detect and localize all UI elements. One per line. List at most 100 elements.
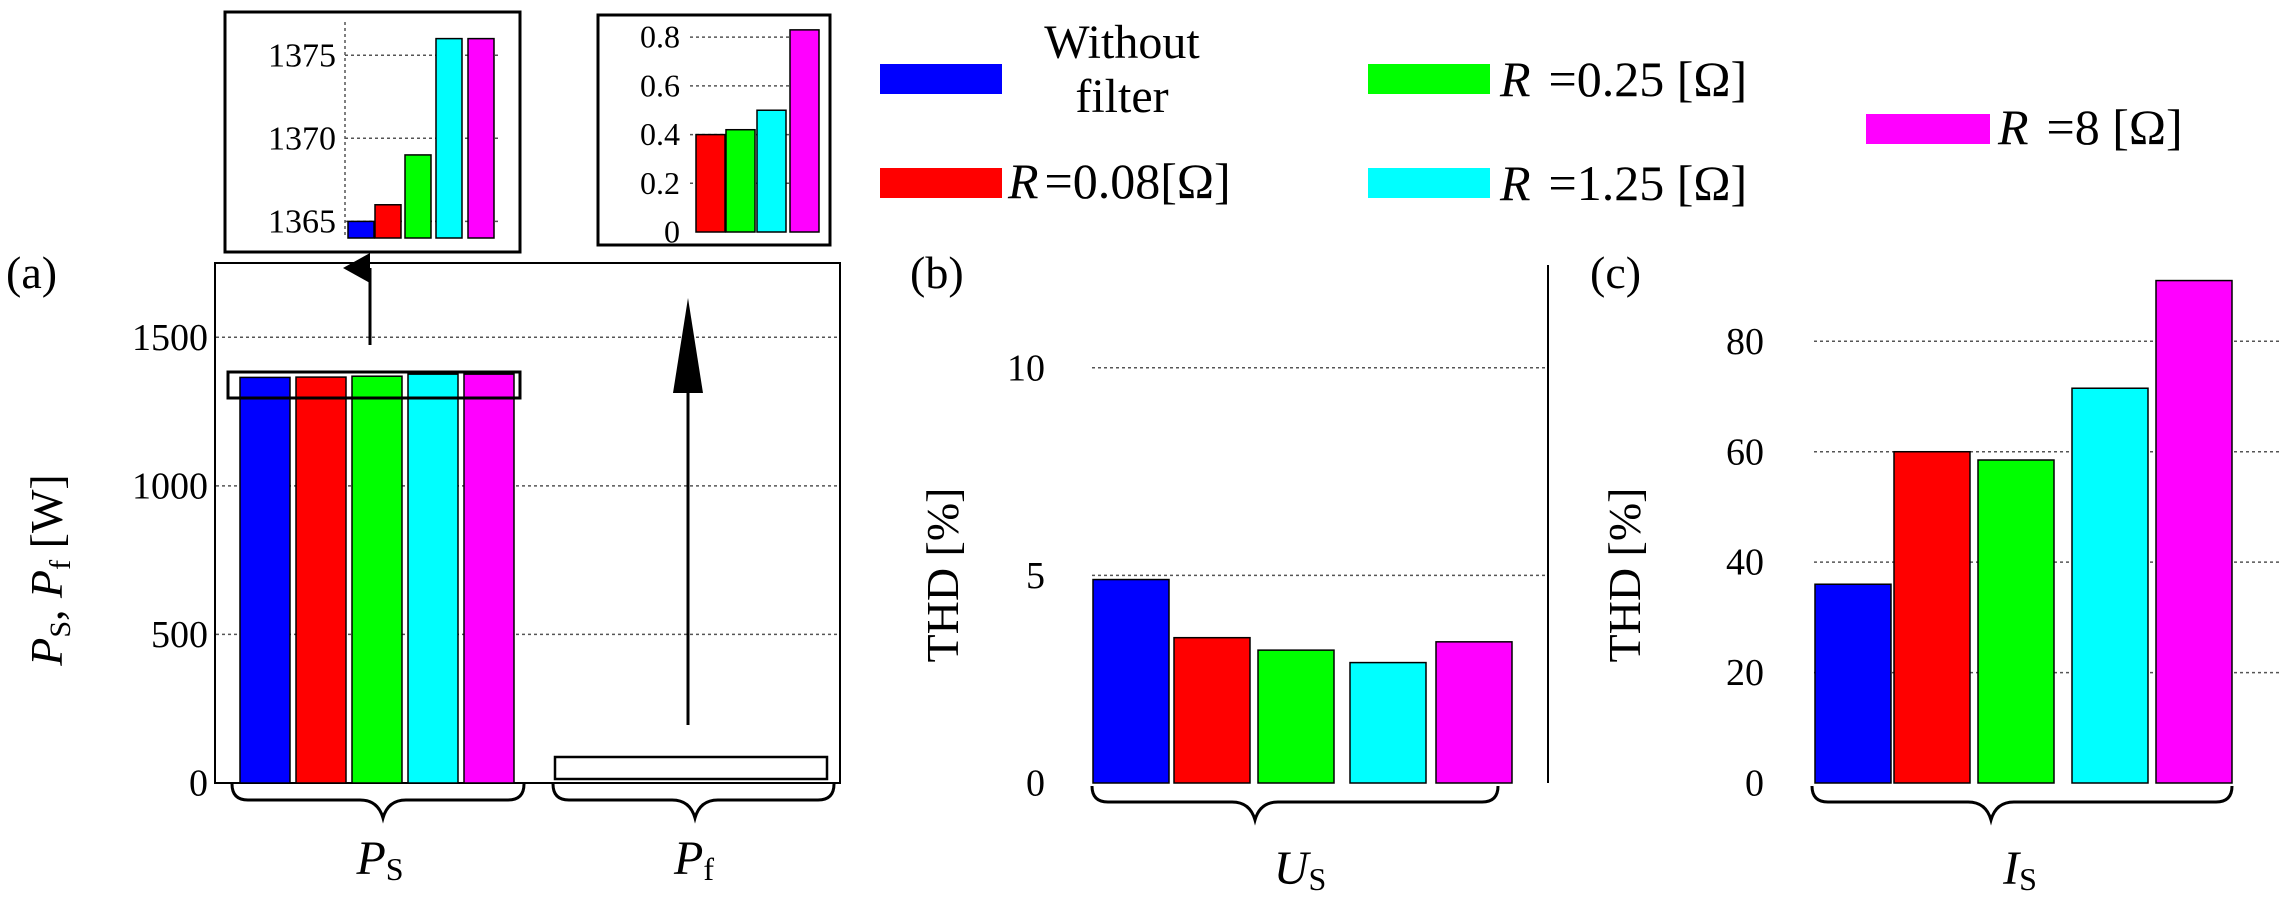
is-brace [1810, 785, 2234, 826]
ins2-bar [756, 109, 787, 233]
legend-swatch-green [1368, 64, 1490, 94]
pf-inset-y-ticks: 0 0.2 0.4 0.6 0.8 [640, 19, 680, 250]
c-ytick-label: 0 [1745, 763, 1764, 805]
b-bar [1092, 578, 1170, 784]
pf-inset-bars [695, 29, 820, 233]
svg-text:R=0.08[Ω]: R =0.08[Ω] [1007, 153, 1231, 209]
panel-b-y-ticks: 0 5 10 [1007, 347, 1045, 804]
panel-c: (c) 0 20 40 60 80 THD [%] IS [1590, 247, 2282, 897]
ins2-bar [695, 133, 726, 233]
c-ytick-label: 40 [1726, 542, 1764, 584]
legend-r025-symbol: R [1499, 51, 1531, 107]
panel-a-bars [239, 373, 515, 784]
legend-item-r8: R =8 [Ω] [1866, 99, 2183, 155]
panel-a-axes-frame [214, 262, 841, 784]
legend-r125-value: =1.25 [Ω] [1549, 155, 1748, 211]
panel-b-grid [1092, 367, 1546, 577]
pf-brace [551, 783, 836, 824]
ins1-bar [347, 220, 375, 239]
ins1-ytick-label: 1375 [268, 37, 336, 74]
ps-inset: 1365 1370 1375 [223, 10, 522, 254]
ins1-bar [404, 154, 432, 239]
a-bar [295, 376, 347, 784]
b-bar [1257, 649, 1335, 784]
panel-a-y-ticks: 0 500 1000 1500 [132, 317, 208, 805]
b-bar [1435, 641, 1513, 784]
legend-swatch-cyan [1368, 168, 1490, 198]
ps-brace [230, 783, 526, 824]
c-ytick-label: 60 [1726, 431, 1764, 473]
legend-item-without-filter: Without filter [880, 16, 1200, 123]
ins2-ytick-label: 0.8 [640, 19, 680, 55]
ps-group-label: PS [355, 832, 403, 887]
pf-group-label: Pf [673, 832, 714, 887]
a-bar [351, 375, 403, 784]
c-bar [1814, 583, 1892, 784]
legend-item-r008: R =0.08[Ω] [880, 153, 1231, 209]
svg-text:R=0.25 [Ω]: R =0.25 [Ω] [1499, 51, 1747, 107]
panel-a-label: (a) [6, 247, 57, 298]
a-bar [407, 373, 459, 784]
b-bar [1349, 661, 1427, 784]
legend-r8-value: =8 [Ω] [2047, 99, 2183, 155]
a-ytick-label: 1500 [132, 317, 208, 359]
legend-swatch-magenta [1866, 114, 1990, 144]
is-group-label: IS [2002, 842, 2037, 897]
b-bar [1173, 636, 1251, 784]
panel-b-ylabel: THD [%] [917, 488, 968, 663]
c-bar [2155, 279, 2233, 784]
svg-text:R=8 [Ω]: R =8 [Ω] [1997, 99, 2183, 155]
a-bar [463, 373, 515, 784]
legend-swatch-red [880, 168, 1002, 198]
b-ytick-label: 0 [1026, 763, 1045, 805]
b-ytick-label: 5 [1026, 555, 1045, 597]
legend-without-line2: filter [1075, 70, 1168, 123]
ins2-bar [789, 29, 820, 233]
panel-c-y-ticks: 0 20 40 60 80 [1726, 321, 1764, 805]
legend-r025-value: =0.25 [Ω] [1549, 51, 1748, 107]
a-ytick-label: 500 [151, 614, 208, 656]
ins1-bar [374, 204, 402, 239]
us-brace [1090, 785, 1500, 826]
ins2-ytick-label: 0.2 [640, 165, 680, 201]
legend: Without filter R =0.08[Ω] R =0.25 [Ω] R =1.… [880, 16, 2183, 211]
c-bar [1893, 450, 1971, 784]
c-ytick-label: 20 [1726, 652, 1764, 694]
a-bar [239, 376, 291, 784]
ps-zoom-box [226, 370, 522, 400]
ins1-ytick-label: 1370 [268, 121, 336, 158]
legend-r008-value: =0.08[Ω] [1045, 153, 1231, 209]
legend-r8-symbol: R [1997, 99, 2029, 155]
c-bar [2071, 387, 2149, 784]
panel-c-ylabel: THD [%] [1599, 488, 1650, 663]
a-ytick-label: 0 [189, 763, 208, 805]
legend-item-r025: R =0.25 [Ω] [1368, 51, 1747, 107]
legend-r125-symbol: R [1499, 155, 1531, 211]
pf-zoom-box [553, 755, 829, 781]
ins1-ytick-label: 1365 [268, 204, 336, 241]
ins1-bar [435, 37, 463, 239]
legend-swatch-blue [880, 64, 1002, 94]
c-ytick-label: 80 [1726, 321, 1764, 363]
pf-inset: 0 0.2 0.4 0.6 0.8 [596, 13, 832, 250]
b-ytick-label: 10 [1007, 347, 1045, 389]
panel-a-ylabel: PS, Pf [W] [21, 474, 77, 666]
panel-b-bars [1092, 578, 1513, 784]
legend-without-line1: Without [1044, 16, 1200, 69]
ins2-ytick-label: 0.4 [640, 116, 680, 152]
legend-item-r125: R =1.25 [Ω] [1368, 155, 1747, 211]
ins2-bar [725, 128, 756, 233]
ps-inset-bars [347, 37, 495, 239]
ins2-ytick-label: 0 [664, 214, 680, 250]
panel-b-label: (b) [910, 247, 964, 298]
ins2-ytick-label: 0.6 [640, 67, 680, 103]
panel-c-label: (c) [1590, 247, 1641, 298]
c-bar [1977, 459, 2055, 784]
ins1-bar [467, 37, 495, 239]
pf-zoom-arrow [673, 298, 703, 725]
panel-b: (b) 0 5 10 THD [%] US [910, 247, 1549, 897]
ps-inset-y-ticks: 1365 1370 1375 [268, 37, 336, 240]
us-group-label: US [1274, 842, 1326, 897]
